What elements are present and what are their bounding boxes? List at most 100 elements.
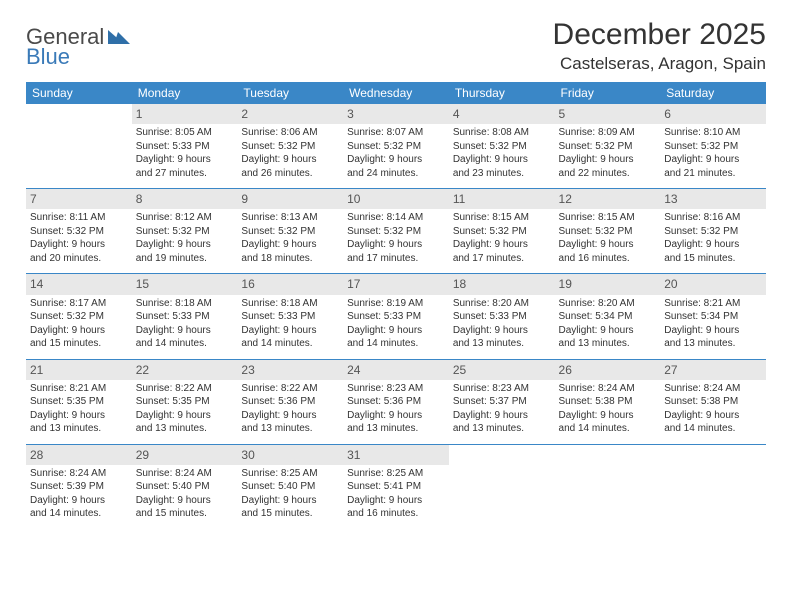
daylight-line-1: Daylight: 9 hours	[136, 494, 234, 508]
daylight-line-2: and 14 minutes.	[664, 422, 762, 436]
day-cell: 20 Sunrise: 8:21 AMSunset: 5:34 PMDayligh…	[660, 274, 766, 359]
sunset-line: Sunset: 5:36 PM	[347, 395, 445, 409]
daylight-line-2: and 21 minutes.	[664, 167, 762, 181]
daylight-line-2: and 22 minutes.	[559, 167, 657, 181]
sunrise-line: Sunrise: 8:05 AM	[136, 126, 234, 140]
day-cell	[26, 104, 132, 189]
daylight-line-2: and 14 minutes.	[347, 337, 445, 351]
day-number: 12	[555, 189, 661, 209]
day-cell: 11Sunrise: 8:15 AMSunset: 5:32 PMDayligh…	[449, 189, 555, 274]
calendar-body: 1Sunrise: 8:05 AMSunset: 5:33 PMDaylight…	[26, 104, 766, 529]
daylight-line-1: Daylight: 9 hours	[559, 409, 657, 423]
day-cell: 29Sunrise: 8:24 AMSunset: 5:40 PMDayligh…	[132, 445, 238, 529]
day-number: 17	[343, 274, 449, 294]
day-number: 28	[26, 445, 132, 465]
sunrise-line: Sunrise: 8:24 AM	[136, 467, 234, 481]
daylight-line-1: Daylight: 9 hours	[453, 153, 551, 167]
week-row: 1Sunrise: 8:05 AMSunset: 5:33 PMDaylight…	[26, 104, 766, 189]
day-cell: 25Sunrise: 8:23 AMSunset: 5:37 PMDayligh…	[449, 360, 555, 445]
weekday-monday: Monday	[132, 82, 238, 104]
weekday-wednesday: Wednesday	[343, 82, 449, 104]
sunset-line: Sunset: 5:35 PM	[30, 395, 128, 409]
day-number: 22	[132, 360, 238, 380]
daylight-line-2: and 15 minutes.	[664, 252, 762, 266]
sunrise-line: Sunrise: 8:15 AM	[559, 211, 657, 225]
daylight-line-1: Daylight: 9 hours	[347, 238, 445, 252]
sunrise-line: Sunrise: 8:16 AM	[664, 211, 762, 225]
sunset-line: Sunset: 5:37 PM	[453, 395, 551, 409]
week-row: 7Sunrise: 8:11 AMSunset: 5:32 PMDaylight…	[26, 189, 766, 274]
day-cell: 2Sunrise: 8:06 AMSunset: 5:32 PMDaylight…	[237, 104, 343, 189]
day-cell: 17Sunrise: 8:19 AMSunset: 5:33 PMDayligh…	[343, 274, 449, 359]
sunset-line: Sunset: 5:33 PM	[453, 310, 551, 324]
day-number: 29	[132, 445, 238, 465]
daylight-line-1: Daylight: 9 hours	[30, 494, 128, 508]
day-number: 20	[660, 274, 766, 294]
day-cell: 8Sunrise: 8:12 AMSunset: 5:32 PMDaylight…	[132, 189, 238, 274]
day-cell: 1Sunrise: 8:05 AMSunset: 5:33 PMDaylight…	[132, 104, 238, 189]
calendar-table: Sunday Monday Tuesday Wednesday Thursday…	[26, 82, 766, 529]
day-cell: 19Sunrise: 8:20 AMSunset: 5:34 PMDayligh…	[555, 274, 661, 359]
sunset-line: Sunset: 5:36 PM	[241, 395, 339, 409]
sunset-line: Sunset: 5:32 PM	[241, 225, 339, 239]
daylight-line-2: and 26 minutes.	[241, 167, 339, 181]
header: General December 2025 Castelseras, Arago…	[26, 18, 766, 74]
daylight-line-2: and 16 minutes.	[559, 252, 657, 266]
sunrise-line: Sunrise: 8:17 AM	[30, 297, 128, 311]
day-number: 27	[660, 360, 766, 380]
daylight-line-2: and 24 minutes.	[347, 167, 445, 181]
daylight-line-2: and 15 minutes.	[136, 507, 234, 521]
daylight-line-2: and 18 minutes.	[241, 252, 339, 266]
sunrise-line: Sunrise: 8:13 AM	[241, 211, 339, 225]
day-number: 21	[26, 360, 132, 380]
sunrise-line: Sunrise: 8:23 AM	[453, 382, 551, 396]
day-number: 18	[449, 274, 555, 294]
sunrise-line: Sunrise: 8:18 AM	[136, 297, 234, 311]
day-cell: 22Sunrise: 8:22 AMSunset: 5:35 PMDayligh…	[132, 360, 238, 445]
daylight-line-2: and 16 minutes.	[347, 507, 445, 521]
sunrise-line: Sunrise: 8:22 AM	[136, 382, 234, 396]
day-number: 30	[237, 445, 343, 465]
daylight-line-2: and 17 minutes.	[453, 252, 551, 266]
daylight-line-1: Daylight: 9 hours	[453, 409, 551, 423]
daylight-line-2: and 13 minutes.	[664, 337, 762, 351]
daylight-line-2: and 14 minutes.	[136, 337, 234, 351]
daylight-line-1: Daylight: 9 hours	[241, 238, 339, 252]
sunrise-line: Sunrise: 8:11 AM	[30, 211, 128, 225]
day-cell: 7Sunrise: 8:11 AMSunset: 5:32 PMDaylight…	[26, 189, 132, 274]
day-cell: 4Sunrise: 8:08 AMSunset: 5:32 PMDaylight…	[449, 104, 555, 189]
daylight-line-2: and 13 minutes.	[559, 337, 657, 351]
day-number: 23	[237, 360, 343, 380]
sunset-line: Sunset: 5:34 PM	[664, 310, 762, 324]
sunset-line: Sunset: 5:32 PM	[559, 140, 657, 154]
day-number: 7	[26, 189, 132, 209]
sunrise-line: Sunrise: 8:21 AM	[664, 297, 762, 311]
sunset-line: Sunset: 5:32 PM	[241, 140, 339, 154]
daylight-line-2: and 27 minutes.	[136, 167, 234, 181]
weekday-header-row: Sunday Monday Tuesday Wednesday Thursday…	[26, 82, 766, 104]
sunset-line: Sunset: 5:32 PM	[664, 225, 762, 239]
day-cell: 13Sunrise: 8:16 AMSunset: 5:32 PMDayligh…	[660, 189, 766, 274]
daylight-line-1: Daylight: 9 hours	[241, 324, 339, 338]
daylight-line-1: Daylight: 9 hours	[664, 324, 762, 338]
sunset-line: Sunset: 5:33 PM	[347, 310, 445, 324]
day-cell	[660, 445, 766, 529]
sunrise-line: Sunrise: 8:21 AM	[30, 382, 128, 396]
week-row: 21 Sunrise: 8:21 AMSunset: 5:35 PM Dayligh…	[26, 360, 766, 445]
daylight-line-1: Daylight: 9 hours	[664, 409, 762, 423]
daylight-line-1: Daylight: 9 hours	[136, 409, 234, 423]
sunrise-line: Sunrise: 8:18 AM	[241, 297, 339, 311]
day-number: 10	[343, 189, 449, 209]
sunset-line: Sunset: 5:33 PM	[241, 310, 339, 324]
sunset-line: Sunset: 5:32 PM	[559, 225, 657, 239]
day-number: 16	[237, 274, 343, 294]
daylight-line-2: and 23 minutes.	[453, 167, 551, 181]
daylight-line-1: Daylight: 9 hours	[136, 324, 234, 338]
sunrise-line: Sunrise: 8:20 AM	[453, 297, 551, 311]
day-cell	[449, 445, 555, 529]
sunset-line: Sunset: 5:34 PM	[559, 310, 657, 324]
daylight-line-1: Daylight: 9 hours	[559, 324, 657, 338]
day-cell: 10Sunrise: 8:14 AMSunset: 5:32 PMDayligh…	[343, 189, 449, 274]
sunrise-line: Sunrise: 8:20 AM	[559, 297, 657, 311]
daylight-line-2: and 17 minutes.	[347, 252, 445, 266]
